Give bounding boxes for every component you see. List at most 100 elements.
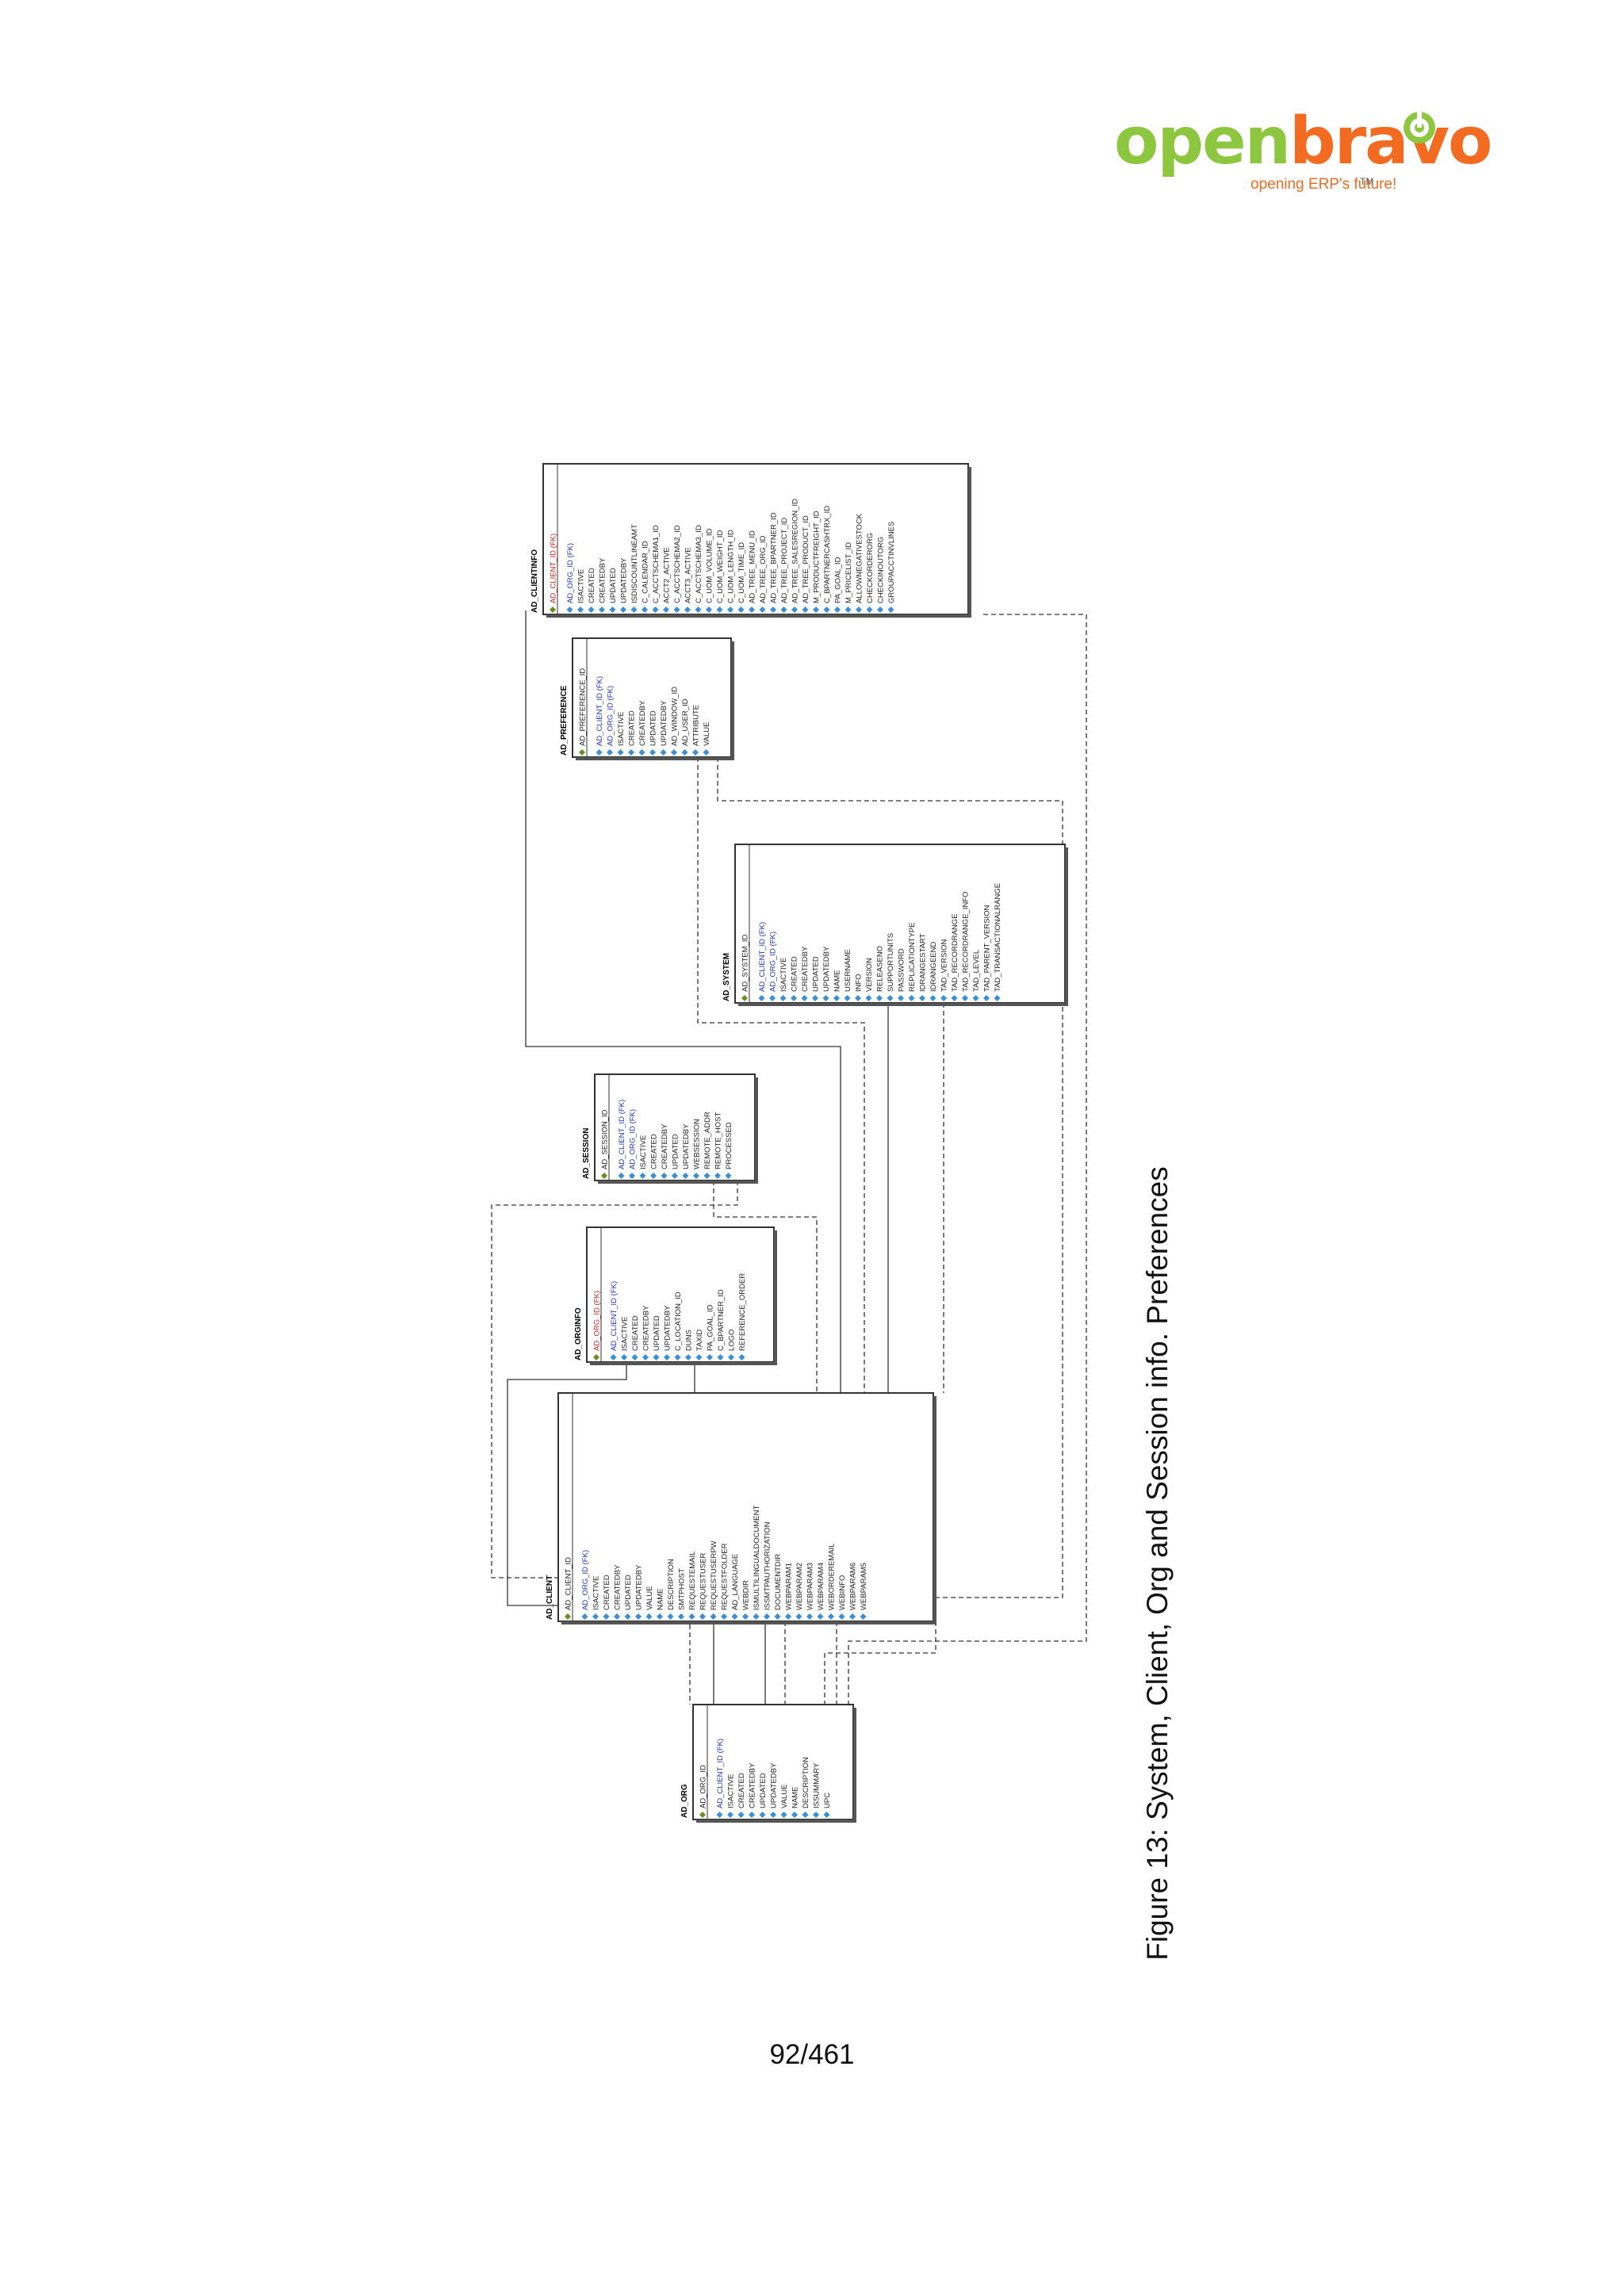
column-name: UPDATED [649, 710, 658, 746]
column-name: VALUE [645, 1586, 654, 1610]
column-icon [813, 607, 819, 613]
table-box [692, 1704, 854, 1820]
openbravo-logo: openbravo opening ERP's future! TM [1114, 109, 1492, 205]
column-name: AD_TREE_SALESREGION_ID [791, 499, 800, 603]
column-name: C_UOM_WEIGHT_ID [716, 530, 725, 603]
column-name: AD_TREE_BPARTNER_ID [770, 512, 779, 603]
table-ad-preference: AD_PREFERENCE AD_PREFERENCE_ID AD_CLIENT_I… [560, 637, 734, 760]
column-icon [806, 1613, 813, 1620]
column-icon [672, 1173, 678, 1179]
column-name: DUNS [685, 1330, 694, 1351]
column-icon [972, 995, 979, 1001]
column-icon [887, 607, 894, 613]
column-name: CREATEDBY [661, 1123, 669, 1169]
column-icon [638, 749, 645, 756]
logo-word-open: open [1114, 104, 1291, 179]
column-name: AD_LANGUAGE [731, 1554, 740, 1610]
column-icon [812, 995, 818, 1001]
column-name: C_BPARTNER_ID [717, 1289, 726, 1351]
non-identifying-relationship-line [713, 1181, 818, 1393]
column-icon [725, 1173, 732, 1179]
column-icon [802, 1812, 809, 1818]
column-name: CREATED [603, 1575, 611, 1610]
key-icon [601, 1173, 607, 1179]
column-name: RELEASENO [876, 946, 885, 992]
column-name: C_BPARTNERCASHTRX_ID [823, 506, 832, 603]
column-name: AD_TREE_MENU_ID [749, 530, 757, 603]
column-icon [684, 607, 691, 613]
table-box [594, 1073, 756, 1181]
column-name: TAD_PARENT_VERSION [983, 905, 992, 992]
column-icon [791, 1812, 798, 1818]
column-name: REQUESTEMAIL [688, 1552, 697, 1610]
column-name: ISACTIVE [779, 958, 788, 992]
column-icon [628, 749, 634, 756]
column-icon [728, 1354, 734, 1360]
column-name: REMOTE_ADDR [703, 1112, 712, 1169]
column-icon [674, 1354, 681, 1360]
column-name: WEBPARAM4 [817, 1563, 825, 1610]
column-name: UPDATED [624, 1575, 633, 1610]
column-icon [707, 1354, 713, 1360]
column-icon [693, 1173, 699, 1179]
column-name: TAD_RECORDRANGE_INFO [962, 891, 971, 992]
column-icon [817, 1613, 824, 1620]
column-name: CHECKORDERORG [866, 533, 875, 603]
table-ad-org: AD_ORG AD_ORG_ID AD_CLIENT_ID (FK) ISACTIVE… [680, 1704, 856, 1823]
column-name: TAD_LEVEL [972, 950, 981, 992]
column-icon [688, 1613, 695, 1620]
column-name: C_UOM_LENGTH_ID [727, 530, 736, 603]
column-name: AD_CLIENT_ID (FK) [758, 922, 767, 992]
column-name: AD_CLIENT_ID (FK) [610, 1281, 619, 1351]
logo-swirl-icon [1404, 112, 1435, 144]
column-icon [737, 1812, 745, 1818]
column-name: CREATEDBY [642, 1305, 651, 1351]
table-shadow [755, 1077, 758, 1184]
column-name: C_CALENDAR_ID [642, 541, 650, 603]
column-icon [737, 607, 745, 613]
non-identifying-relationship-line [824, 1621, 936, 1705]
column-name: ISACTIVE [617, 712, 626, 746]
column-name: UPDATED [759, 1773, 768, 1808]
column-icon [614, 1613, 620, 1620]
column-icon [856, 607, 862, 613]
column-name: NAME [791, 1787, 800, 1808]
figure-caption: Figure 13: System, Client, Org and Sessi… [1141, 1166, 1174, 1961]
column-name: AD_USER_ID [681, 698, 690, 746]
table-title: AD_SYSTEM [722, 953, 731, 1001]
column-name: IDRANGESTART [919, 933, 928, 992]
logo-word-bravo: bravo [1289, 104, 1492, 179]
column-icon [962, 995, 968, 1001]
column-name: ISACTIVE [639, 1135, 648, 1169]
column-icon [710, 1613, 717, 1620]
column-icon [642, 607, 648, 613]
column-icon [639, 1173, 646, 1179]
column-icon [599, 607, 605, 613]
column-icon [649, 749, 656, 756]
column-name: ISDISCOUNTLINEAMT [630, 524, 639, 603]
column-icon [791, 995, 797, 1001]
column-icon [759, 607, 766, 613]
logo-wordmark: openbravo [1114, 109, 1492, 174]
column-icon [664, 1354, 670, 1360]
column-icon [813, 1812, 819, 1818]
column-name: C_ACCTSCHEMA2_ID [673, 525, 682, 603]
column-name: NAME [833, 970, 842, 992]
column-icon [618, 1173, 625, 1179]
column-name: ACCT2_ACTIVE [663, 547, 672, 603]
page-number: 92/461 [769, 2039, 855, 2070]
column-icon [802, 607, 809, 613]
column-name: AD_CLIENT_ID (FK) [550, 534, 558, 603]
column-icon [822, 995, 829, 1001]
column-name: WEBPARAM5 [860, 1563, 868, 1610]
column-name: PASSWORD [898, 948, 906, 992]
column-icon [588, 607, 595, 613]
column-icon [785, 1613, 791, 1620]
column-name: VERSION [865, 958, 874, 992]
column-icon [609, 607, 616, 613]
column-icon [764, 1613, 770, 1620]
table-title: AD_CLIENTINFO [530, 549, 539, 613]
column-icon [624, 1613, 631, 1620]
key-icon [550, 607, 556, 613]
column-name: AD_CLIENT_ID (FK) [618, 1100, 626, 1169]
